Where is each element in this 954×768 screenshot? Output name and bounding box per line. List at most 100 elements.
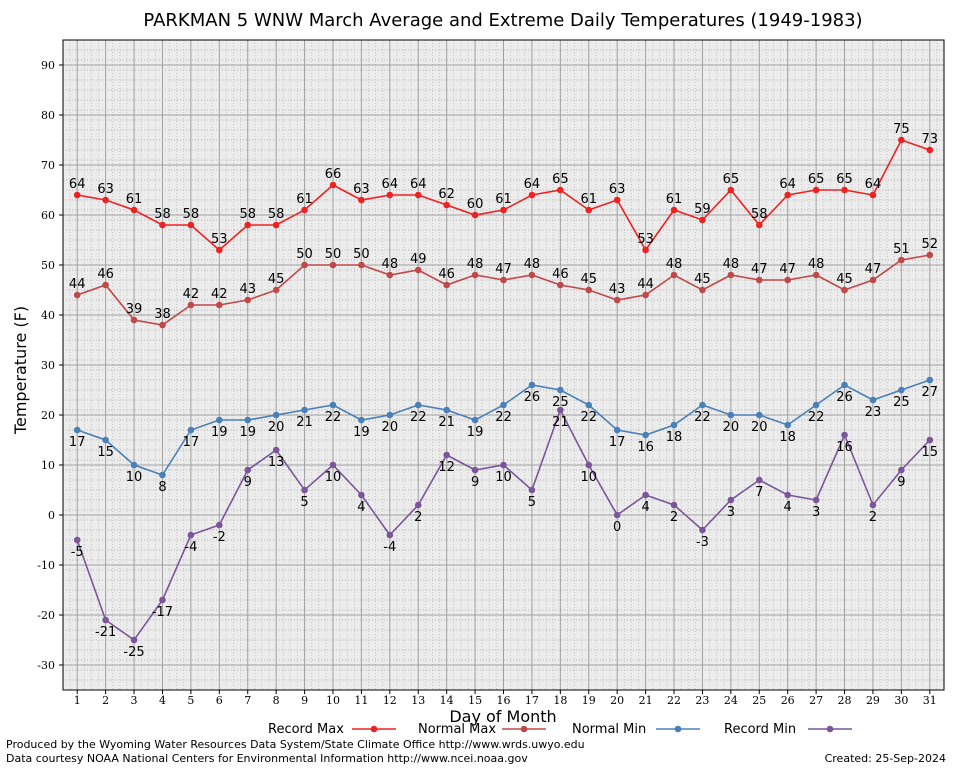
record-max-data-label: 53 [211,232,228,247]
record-max-data-label: 60 [467,197,484,212]
legend-label-record-min: Record Min [724,722,796,737]
record-max-point [244,221,252,229]
normal-max-data-label: 45 [580,272,597,287]
y-tick-label: 80 [41,109,55,122]
x-tick-label: 25 [752,694,766,707]
record-max-point [557,186,564,194]
normal-max-point [755,276,763,284]
x-tick-label: 7 [244,694,251,707]
x-tick-label: 1 [74,694,81,707]
normal-min-data-label: 21 [438,415,455,430]
x-tick-label: 22 [667,694,681,707]
record-min-data-label: 16 [836,440,853,455]
record-min-data-label: 15 [922,445,939,460]
record-min-point [471,466,479,474]
normal-max-data-label: 48 [467,257,484,272]
x-tick-label: 13 [411,694,425,707]
record-min-point [869,501,877,509]
record-min-point [585,461,593,469]
y-tick-label: 10 [41,459,55,472]
normal-max-data-label: 43 [609,282,626,297]
record-max-data-label: 64 [865,177,882,192]
y-tick-label: -30 [37,659,55,672]
record-max-point [812,186,820,194]
record-max-point [613,196,621,204]
normal-max-data-label: 47 [751,262,768,277]
record-min-data-label: -17 [152,605,173,620]
normal-min-data-label: 19 [211,425,228,440]
normal-max-point [869,276,877,284]
normal-min-data-label: 22 [495,410,512,425]
y-tick-label: -10 [37,559,55,572]
record-max-data-label: 66 [325,167,342,182]
record-max-data-label: 61 [666,192,683,207]
normal-min-point [926,376,934,384]
normal-max-point [784,276,791,284]
record-min-point [358,491,365,499]
record-max-point [443,201,450,209]
normal-max-data-label: 46 [438,267,455,282]
record-max-point [73,191,81,199]
normal-min-point [898,386,905,394]
normal-max-point [471,271,479,279]
normal-min-point [187,426,195,434]
normal-max-data-label: 42 [183,287,200,302]
record-min-data-label: 4 [784,500,792,515]
record-min-data-label: 9 [244,475,252,490]
record-min-data-label: -2 [213,530,226,545]
y-tick-label: 60 [41,209,55,222]
normal-max-point [528,271,536,279]
normal-max-point [187,301,195,309]
record-max-point [102,196,109,204]
normal-max-point [386,271,394,279]
record-min-point [841,431,848,439]
normal-min-point [755,411,763,419]
normal-min-data-label: 22 [325,410,342,425]
record-min-data-label: 9 [471,475,479,490]
normal-min-data-label: 8 [158,480,166,495]
normal-min-point [102,436,109,444]
x-tick-label: 2 [102,694,109,707]
normal-max-point [358,261,365,269]
normal-max-data-label: 50 [296,247,313,262]
x-tick-label: 20 [610,694,624,707]
record-min-data-label: 21 [552,415,569,430]
record-max-data-label: 58 [154,207,171,222]
normal-min-data-label: 20 [723,420,740,435]
normal-min-data-label: 10 [126,470,143,485]
normal-min-point [414,401,422,409]
x-tick-label: 3 [131,694,138,707]
record-max-data-label: 53 [637,232,654,247]
record-min-point [670,501,678,509]
record-min-data-label: 3 [727,505,735,520]
record-min-point [73,536,81,544]
legend-label-record-max: Record Max [268,722,344,737]
record-min-point [557,406,564,414]
record-max-point [585,206,593,214]
record-max-point [841,186,848,194]
normal-min-data-label: 17 [609,435,626,450]
record-max-data-label: 65 [552,172,569,187]
normal-max-data-label: 45 [268,272,285,287]
normal-min-point [216,416,223,424]
record-min-data-label: 9 [897,475,905,490]
record-min-data-label: 2 [670,510,678,525]
normal-max-point [414,266,422,274]
normal-max-data-label: 45 [694,272,711,287]
normal-min-data-label: 19 [353,425,370,440]
record-max-data-label: 61 [126,192,143,207]
y-axis-label: Temperature (F) [11,306,30,435]
normal-min-point [130,461,138,469]
legend-marker-normal-min [674,725,682,733]
record-min-point [244,466,252,474]
record-min-data-label: -25 [123,645,144,660]
record-min-point [329,461,337,469]
normal-max-data-label: 48 [524,257,541,272]
record-min-point [613,511,621,519]
record-max-point [471,211,479,219]
normal-min-data-label: 21 [296,415,313,430]
normal-min-data-label: 26 [524,390,541,405]
record-min-point [414,501,422,509]
normal-max-point [557,281,564,289]
x-tick-label: 27 [809,694,823,707]
